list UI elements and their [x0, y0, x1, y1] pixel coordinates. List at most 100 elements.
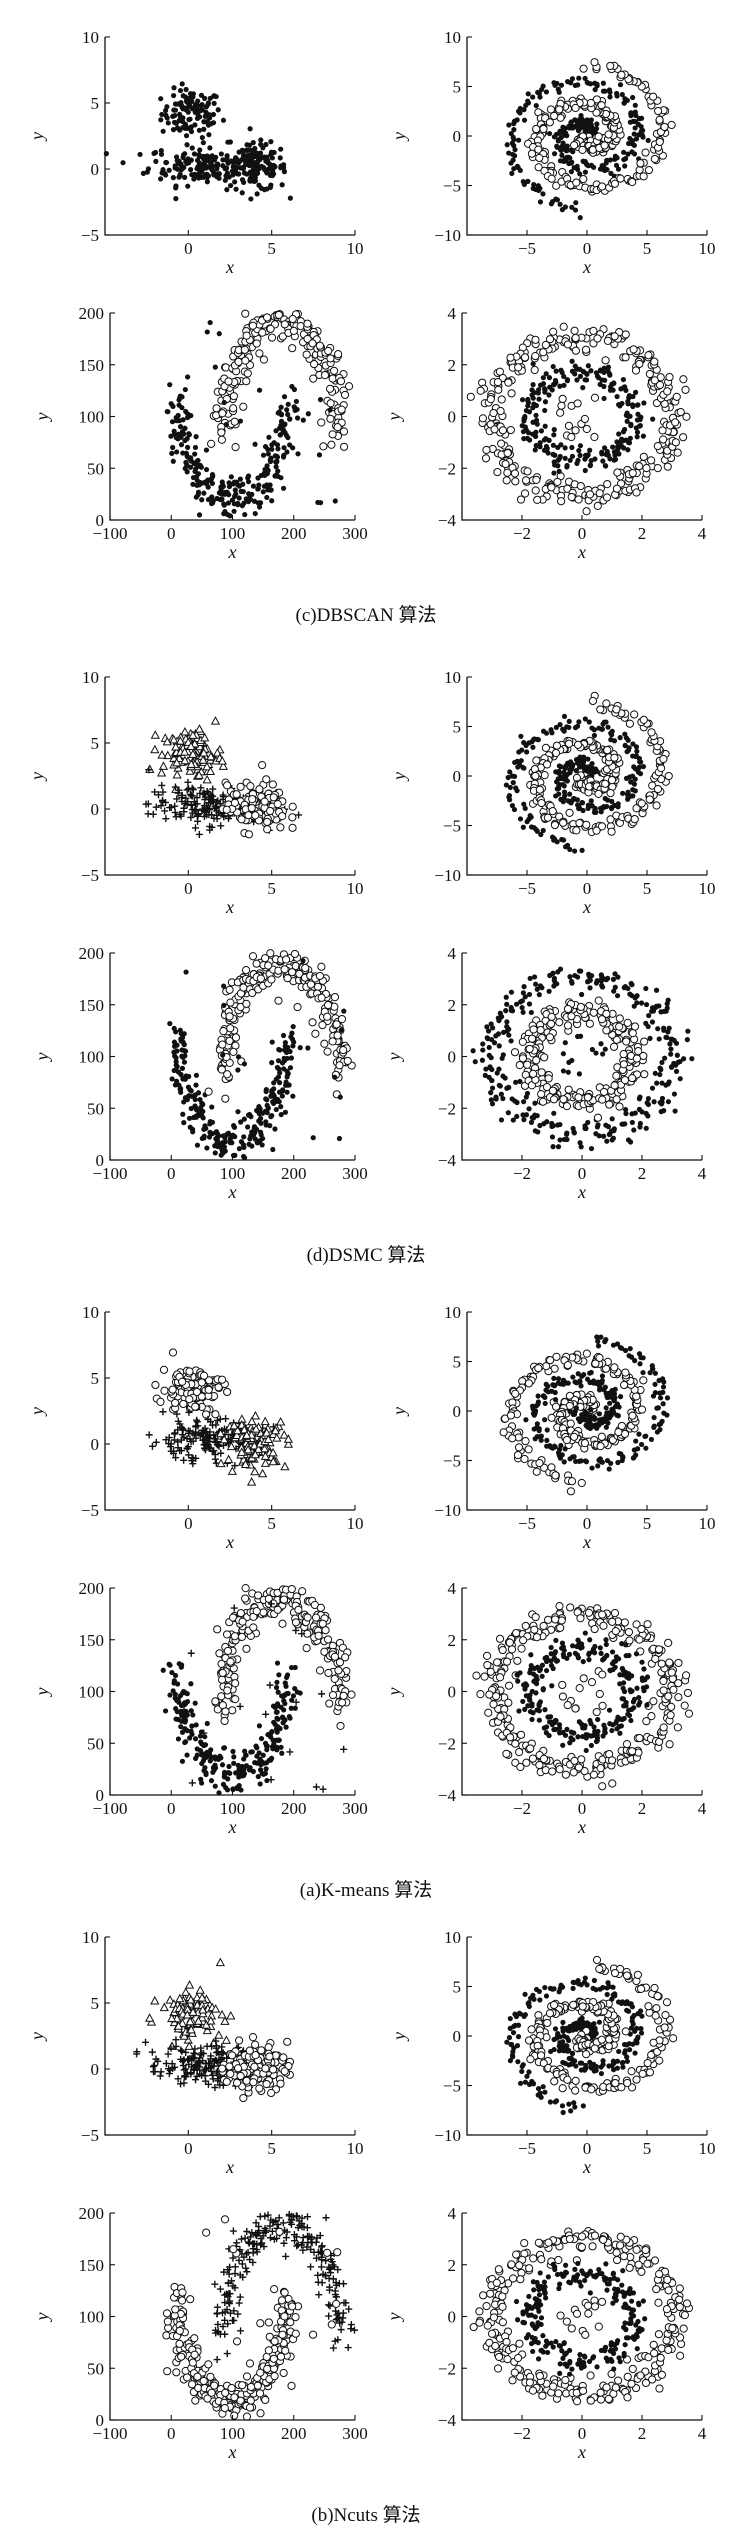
- data-point: [254, 1139, 260, 1145]
- data-point: [280, 320, 289, 329]
- data-point: [503, 1008, 509, 1014]
- x-tick-label: 0: [578, 1164, 587, 1183]
- data-point: [522, 805, 528, 812]
- data-point: [653, 784, 663, 794]
- data-point: [579, 762, 585, 768]
- data-point: [195, 471, 202, 477]
- data-point: [532, 756, 541, 765]
- data-point: [553, 769, 559, 775]
- data-point: [184, 142, 190, 148]
- data-point: [289, 383, 295, 390]
- data-point: [206, 822, 214, 830]
- y-tick-label: −4: [438, 511, 457, 530]
- data-point: [280, 1461, 290, 1471]
- data-point: [274, 454, 281, 460]
- data-point: [638, 1000, 645, 1006]
- data-point: [192, 1096, 198, 1103]
- data-point: [574, 163, 580, 169]
- data-point: [193, 1416, 201, 1424]
- data-point: [231, 508, 237, 514]
- data-point: [603, 480, 612, 489]
- x-tick-label: 0: [583, 879, 592, 898]
- x-axis-label: x: [225, 1532, 234, 1552]
- data-point: [505, 1110, 511, 1116]
- data-point: [320, 371, 330, 380]
- data-point: [260, 1416, 270, 1426]
- data-point: [224, 187, 230, 193]
- data-point: [583, 1459, 590, 1465]
- data-point: [323, 1000, 333, 1010]
- data-point: [205, 799, 213, 807]
- data-point: [251, 1424, 261, 1433]
- data-point: [195, 492, 201, 498]
- data-point: [531, 825, 537, 831]
- data-point: [281, 1047, 288, 1053]
- data-point: [621, 384, 627, 390]
- data-point: [207, 1129, 213, 1135]
- data-point: [510, 469, 520, 478]
- data-point: [221, 983, 227, 989]
- data-point: [188, 167, 194, 173]
- data-point: [513, 1001, 520, 1007]
- data-point: [288, 813, 297, 822]
- data-point: [612, 1035, 621, 1044]
- data-point: [564, 1136, 570, 1143]
- data-point: [231, 1462, 239, 1470]
- data-point: [585, 452, 591, 458]
- data-point: [167, 1447, 175, 1455]
- data-point: [502, 476, 511, 485]
- data-point: [663, 387, 672, 396]
- data-point: [482, 1072, 488, 1079]
- data-point: [262, 444, 269, 450]
- data-point: [500, 1029, 507, 1035]
- data-point: [250, 1466, 260, 1476]
- data-point: [187, 464, 194, 470]
- data-point: [631, 366, 641, 375]
- data-point: [521, 984, 527, 990]
- data-point: [266, 324, 275, 333]
- data-point: [269, 1060, 275, 1066]
- data-point: [317, 418, 326, 427]
- data-point: [557, 383, 563, 389]
- data-point: [274, 996, 283, 1005]
- data-point: [564, 377, 571, 383]
- data-point: [549, 1134, 556, 1140]
- data-point: [550, 442, 557, 448]
- data-point: [624, 97, 630, 103]
- data-point: [609, 1392, 615, 1399]
- data-point: [189, 1093, 195, 1099]
- data-point: [260, 1458, 271, 1467]
- data-point: [242, 966, 251, 975]
- data-point: [564, 462, 570, 469]
- data-point: [587, 1406, 594, 1413]
- data-point: [269, 446, 275, 452]
- data-point: [557, 1137, 563, 1143]
- data-point: [540, 191, 546, 197]
- x-tick-label: 10: [347, 879, 364, 898]
- data-point: [224, 377, 233, 386]
- data-point: [287, 442, 293, 448]
- data-point: [258, 1120, 264, 1126]
- data-point: [650, 416, 656, 422]
- data-point: [173, 196, 179, 202]
- data-point: [630, 1022, 640, 1031]
- y-tick-label: 0: [91, 160, 100, 179]
- data-point: [195, 830, 203, 838]
- data-point: [204, 1145, 210, 1151]
- data-point: [493, 1033, 499, 1039]
- data-point: [574, 377, 580, 383]
- data-point: [650, 376, 659, 385]
- data-point: [283, 1079, 289, 1085]
- data-point: [584, 371, 590, 377]
- x-tick-label: 200: [281, 1164, 307, 1183]
- x-tick-label: 5: [267, 879, 276, 898]
- data-point: [168, 433, 174, 439]
- y-axis-label: y: [27, 772, 47, 782]
- data-point: [588, 162, 595, 168]
- data-point: [567, 492, 576, 502]
- data-point: [655, 115, 664, 124]
- data-point: [646, 1012, 652, 1019]
- data-point: [596, 1411, 603, 1417]
- data-point: [517, 1078, 523, 1085]
- data-point: [175, 1069, 182, 1075]
